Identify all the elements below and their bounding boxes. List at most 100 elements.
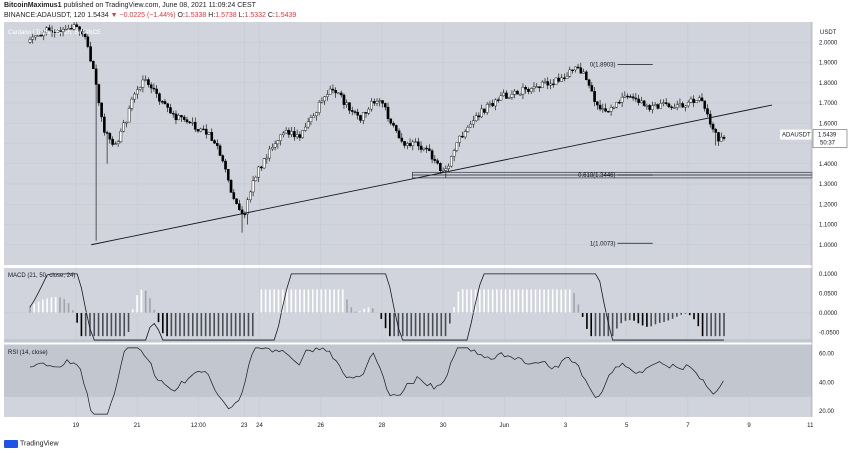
candle-body <box>411 141 415 147</box>
candle-body <box>323 96 326 102</box>
candle-body <box>524 87 528 90</box>
candle-body <box>708 113 712 125</box>
macd-histogram-bar <box>697 312 700 327</box>
candle-body <box>342 94 346 105</box>
tradingview-logo[interactable]: TradingView <box>4 440 59 448</box>
candle-body <box>653 104 657 106</box>
candle-body <box>251 180 255 193</box>
candle-body <box>667 103 671 108</box>
candle-body <box>116 141 120 144</box>
chart-footer: TradingView <box>0 437 850 453</box>
candle-body <box>86 36 90 47</box>
candle-body <box>540 81 544 89</box>
macd-histogram-bar <box>427 312 430 337</box>
candle-body <box>568 69 572 77</box>
macd-histogram-bar <box>299 289 301 313</box>
candle-body <box>703 100 707 109</box>
candle-body <box>39 35 43 37</box>
price-pane-title: Cardano / TetherUS, 2h, BINANCE <box>8 30 101 36</box>
candle-body <box>207 132 211 135</box>
macd-histogram-bar <box>487 289 490 313</box>
candle-body <box>405 143 409 146</box>
macd-histogram-bar <box>521 289 524 313</box>
candle-body <box>510 94 514 98</box>
author-name[interactable]: BitcoinMaximus1 <box>4 2 62 9</box>
macd-histogram-bar <box>680 312 682 315</box>
candle-body <box>383 103 387 108</box>
candle-body <box>573 66 577 71</box>
candle-body <box>686 101 690 107</box>
macd-histogram-bar <box>616 312 618 329</box>
candle-body <box>719 136 723 142</box>
macd-histogram-bar <box>431 312 434 337</box>
candle-body <box>551 83 555 86</box>
candle-body <box>119 131 123 143</box>
candle-body <box>262 158 266 169</box>
macd-histogram-bar <box>132 309 134 313</box>
candle-body <box>607 110 610 113</box>
candle-body <box>717 132 720 142</box>
price-axis-tick-label: 2.0000 <box>819 40 838 46</box>
candle-body <box>474 115 478 121</box>
candle-body <box>623 95 627 98</box>
macd-histogram-bar <box>646 312 648 327</box>
price-axis-tick-label: 1.0000 <box>819 243 838 249</box>
macd-histogram-bar <box>33 303 36 313</box>
last-price-symbol: ADAUSDT <box>782 133 811 139</box>
macd-histogram-bar <box>641 312 644 326</box>
price-axis-tick-label: 1.7000 <box>819 101 838 107</box>
candle-body <box>64 29 68 31</box>
candle-body <box>518 93 522 96</box>
time-axis-tick-label: 12:00 <box>191 423 207 429</box>
macd-histogram-bar <box>217 312 220 337</box>
candle-body <box>659 103 662 109</box>
fib-level-0618-label: 0.618(1.3446) <box>578 173 615 179</box>
price-axis-tick-label: 1.3000 <box>819 182 838 188</box>
candle-body <box>138 87 142 90</box>
candle-body <box>466 126 470 132</box>
macd-histogram-bar <box>239 312 241 337</box>
time-axis-tick-label: 5 <box>625 423 629 429</box>
candle-body <box>389 118 393 124</box>
candle-body <box>419 145 423 150</box>
macd-histogram-bar <box>363 308 365 313</box>
chart-canvas[interactable]: 0(1.8903) 0.618(1.3446) 1(1.0073) Cardano /… <box>0 22 850 437</box>
macd-histogram-bar <box>89 312 91 337</box>
candle-body <box>290 131 293 135</box>
candle-body <box>651 105 654 110</box>
close-value: 1.5439 <box>274 12 297 19</box>
macd-histogram-bar <box>598 312 601 337</box>
candle-body <box>226 169 230 181</box>
macd-histogram-bar <box>251 312 254 337</box>
candle-body <box>337 92 340 95</box>
candle-body <box>494 99 497 107</box>
macd-histogram-bar <box>187 312 190 337</box>
candle-body <box>359 115 362 121</box>
macd-histogram-bar <box>42 299 44 313</box>
candle-body <box>645 105 649 107</box>
price-axis-tick-label: 1.2000 <box>819 202 838 208</box>
candle-body <box>196 129 200 132</box>
time-axis-tick-label: Jun <box>499 423 509 429</box>
macd-histogram-bar <box>457 291 460 313</box>
candle-body <box>700 97 704 102</box>
candle-body <box>505 92 508 99</box>
candle-body <box>681 103 684 108</box>
candle-body <box>249 191 252 200</box>
candle-body <box>615 101 618 108</box>
candle-body <box>372 101 376 104</box>
open-value: 1.5338 <box>184 12 207 19</box>
macd-histogram-bar <box>551 289 554 313</box>
candle-body <box>620 97 624 103</box>
macd-histogram-bar <box>530 289 533 313</box>
macd-histogram-bar <box>303 289 305 313</box>
candle-body <box>596 101 599 106</box>
macd-histogram-bar <box>628 312 631 321</box>
candle-body <box>609 107 613 112</box>
candle-body <box>232 192 236 199</box>
candle-body <box>576 66 580 69</box>
candle-body <box>72 24 76 30</box>
macd-histogram-bar <box>221 312 224 337</box>
candle-body <box>367 108 371 114</box>
macd-histogram-bar <box>307 289 310 313</box>
